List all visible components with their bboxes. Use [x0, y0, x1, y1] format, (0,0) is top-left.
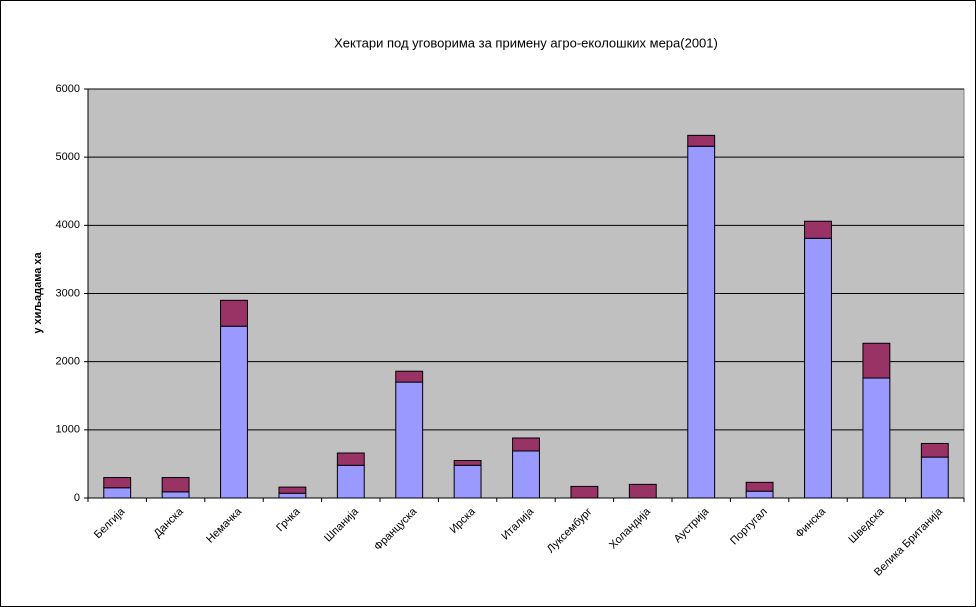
bar-segment: [161, 477, 190, 493]
y-tick-label: 2000: [56, 356, 80, 368]
y-tick-label: 5000: [56, 151, 80, 163]
bar-segment: [220, 325, 248, 499]
bar-segment: [395, 370, 424, 383]
bar-segment: [453, 464, 482, 499]
y-tick-label: 0: [74, 492, 80, 504]
bar-segment: [745, 481, 774, 492]
bar-segment: [103, 477, 132, 489]
y-tick-label: 6000: [56, 83, 80, 95]
bar-segment: [220, 299, 248, 327]
bar-segment: [920, 442, 949, 458]
bar-segment: [862, 377, 891, 499]
bar-segment: [395, 381, 424, 499]
bar-segment: [278, 486, 307, 494]
y-tick-label: 4000: [56, 219, 80, 231]
bar-segment: [336, 452, 365, 466]
bar-segment: [745, 490, 774, 499]
bar-segment: [512, 437, 540, 452]
bar-segment: [862, 342, 891, 379]
y-tick-label: 3000: [56, 287, 80, 299]
bar-segment: [804, 220, 832, 239]
y-tick-label: 1000: [56, 424, 80, 436]
bar-segment: [453, 460, 482, 466]
bar-segment: [161, 491, 190, 499]
bar-segment: [628, 483, 657, 499]
bar-segment: [687, 134, 716, 147]
bar-segment: [278, 492, 307, 499]
bar-segment: [920, 456, 949, 499]
bar-segment: [687, 145, 716, 499]
bar-segment: [804, 237, 832, 499]
bar-segment: [103, 487, 132, 499]
bar-segment: [336, 464, 365, 499]
bar-segment: [570, 485, 599, 499]
chart-title: Хектари под уговорима за примену агро-ек…: [334, 35, 718, 50]
y-axis-label: у хиљадама ха: [32, 251, 44, 333]
bar-segment: [512, 450, 540, 499]
